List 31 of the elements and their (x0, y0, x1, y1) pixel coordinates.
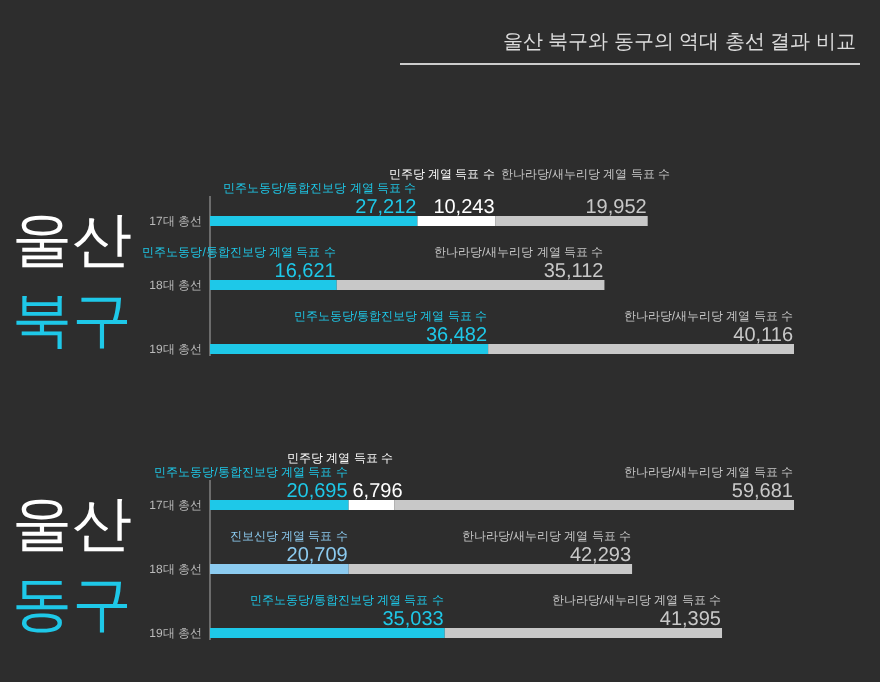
bar (348, 500, 395, 510)
text: 울산 동구 (12, 492, 132, 638)
data-label: 42,293 (569, 545, 632, 567)
data-label: 19,952 (585, 197, 648, 219)
bar (210, 216, 418, 226)
bar (336, 280, 605, 290)
data-label: 10,243 (433, 197, 496, 219)
data-label: 35,112 (543, 261, 605, 283)
data-label: 6,796 (352, 481, 404, 503)
bar (495, 216, 648, 226)
bar (348, 564, 633, 574)
data-label: 40,116 (733, 325, 794, 347)
bar (210, 628, 445, 638)
bar (210, 500, 349, 510)
data-label: 36,482 (425, 325, 489, 347)
data-label: 41,395 (659, 609, 722, 631)
bar (210, 280, 337, 290)
data-label: 20,709 (286, 545, 349, 567)
text: 울산 북구 (12, 208, 132, 354)
text: 울산 북구와 동구의 역대 총선 결과 비교 (502, 32, 856, 54)
data-label: 16,621 (274, 261, 337, 283)
bar (444, 628, 723, 638)
data-label: 27,212 (355, 197, 418, 219)
bar (394, 500, 794, 510)
bar (488, 344, 794, 354)
data-label: 35,033 (382, 609, 445, 631)
bar (210, 564, 349, 574)
bar (417, 216, 496, 226)
data-label: 59,681 (731, 481, 794, 503)
data-label: 20,695 (286, 481, 349, 503)
bar (210, 344, 489, 354)
